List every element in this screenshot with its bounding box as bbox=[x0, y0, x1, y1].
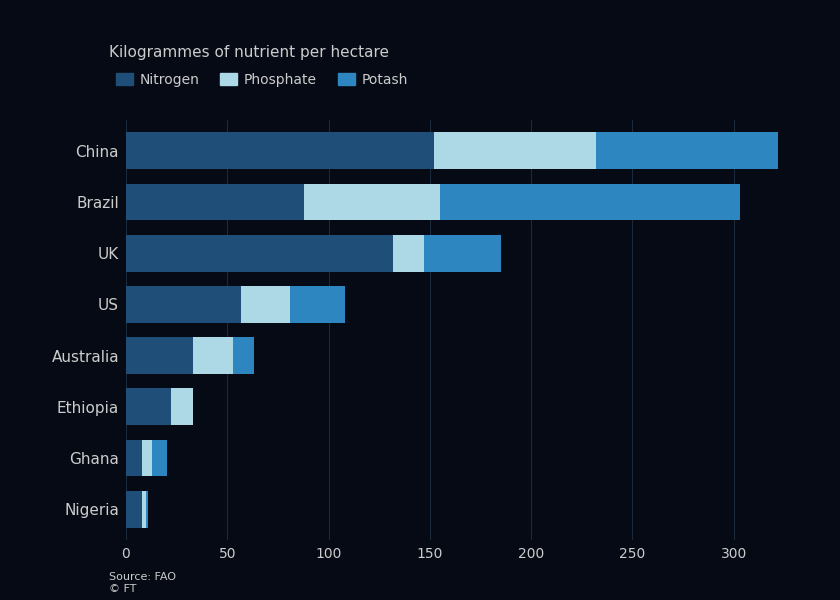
Bar bbox=[290, 286, 344, 323]
Bar bbox=[126, 388, 171, 425]
Bar bbox=[126, 235, 393, 272]
Bar bbox=[171, 388, 193, 425]
Text: Kilogrammes of nutrient per hectare: Kilogrammes of nutrient per hectare bbox=[109, 45, 389, 60]
Bar bbox=[440, 184, 740, 220]
Bar bbox=[126, 132, 434, 169]
Bar bbox=[126, 337, 193, 374]
Bar bbox=[424, 235, 501, 272]
Bar bbox=[142, 491, 146, 528]
Bar bbox=[596, 132, 779, 169]
Bar bbox=[152, 440, 166, 476]
Text: Source: FAO
© FT: Source: FAO © FT bbox=[109, 572, 176, 594]
Bar bbox=[304, 184, 440, 220]
Bar bbox=[142, 440, 152, 476]
Bar bbox=[193, 337, 234, 374]
Bar bbox=[126, 491, 142, 528]
Bar bbox=[434, 132, 596, 169]
Bar bbox=[126, 440, 142, 476]
Bar bbox=[241, 286, 290, 323]
Bar bbox=[126, 286, 241, 323]
Legend: Nitrogen, Phosphate, Potash: Nitrogen, Phosphate, Potash bbox=[116, 73, 408, 87]
Bar bbox=[234, 337, 254, 374]
Bar bbox=[126, 184, 304, 220]
Bar bbox=[393, 235, 424, 272]
Bar bbox=[146, 491, 149, 528]
